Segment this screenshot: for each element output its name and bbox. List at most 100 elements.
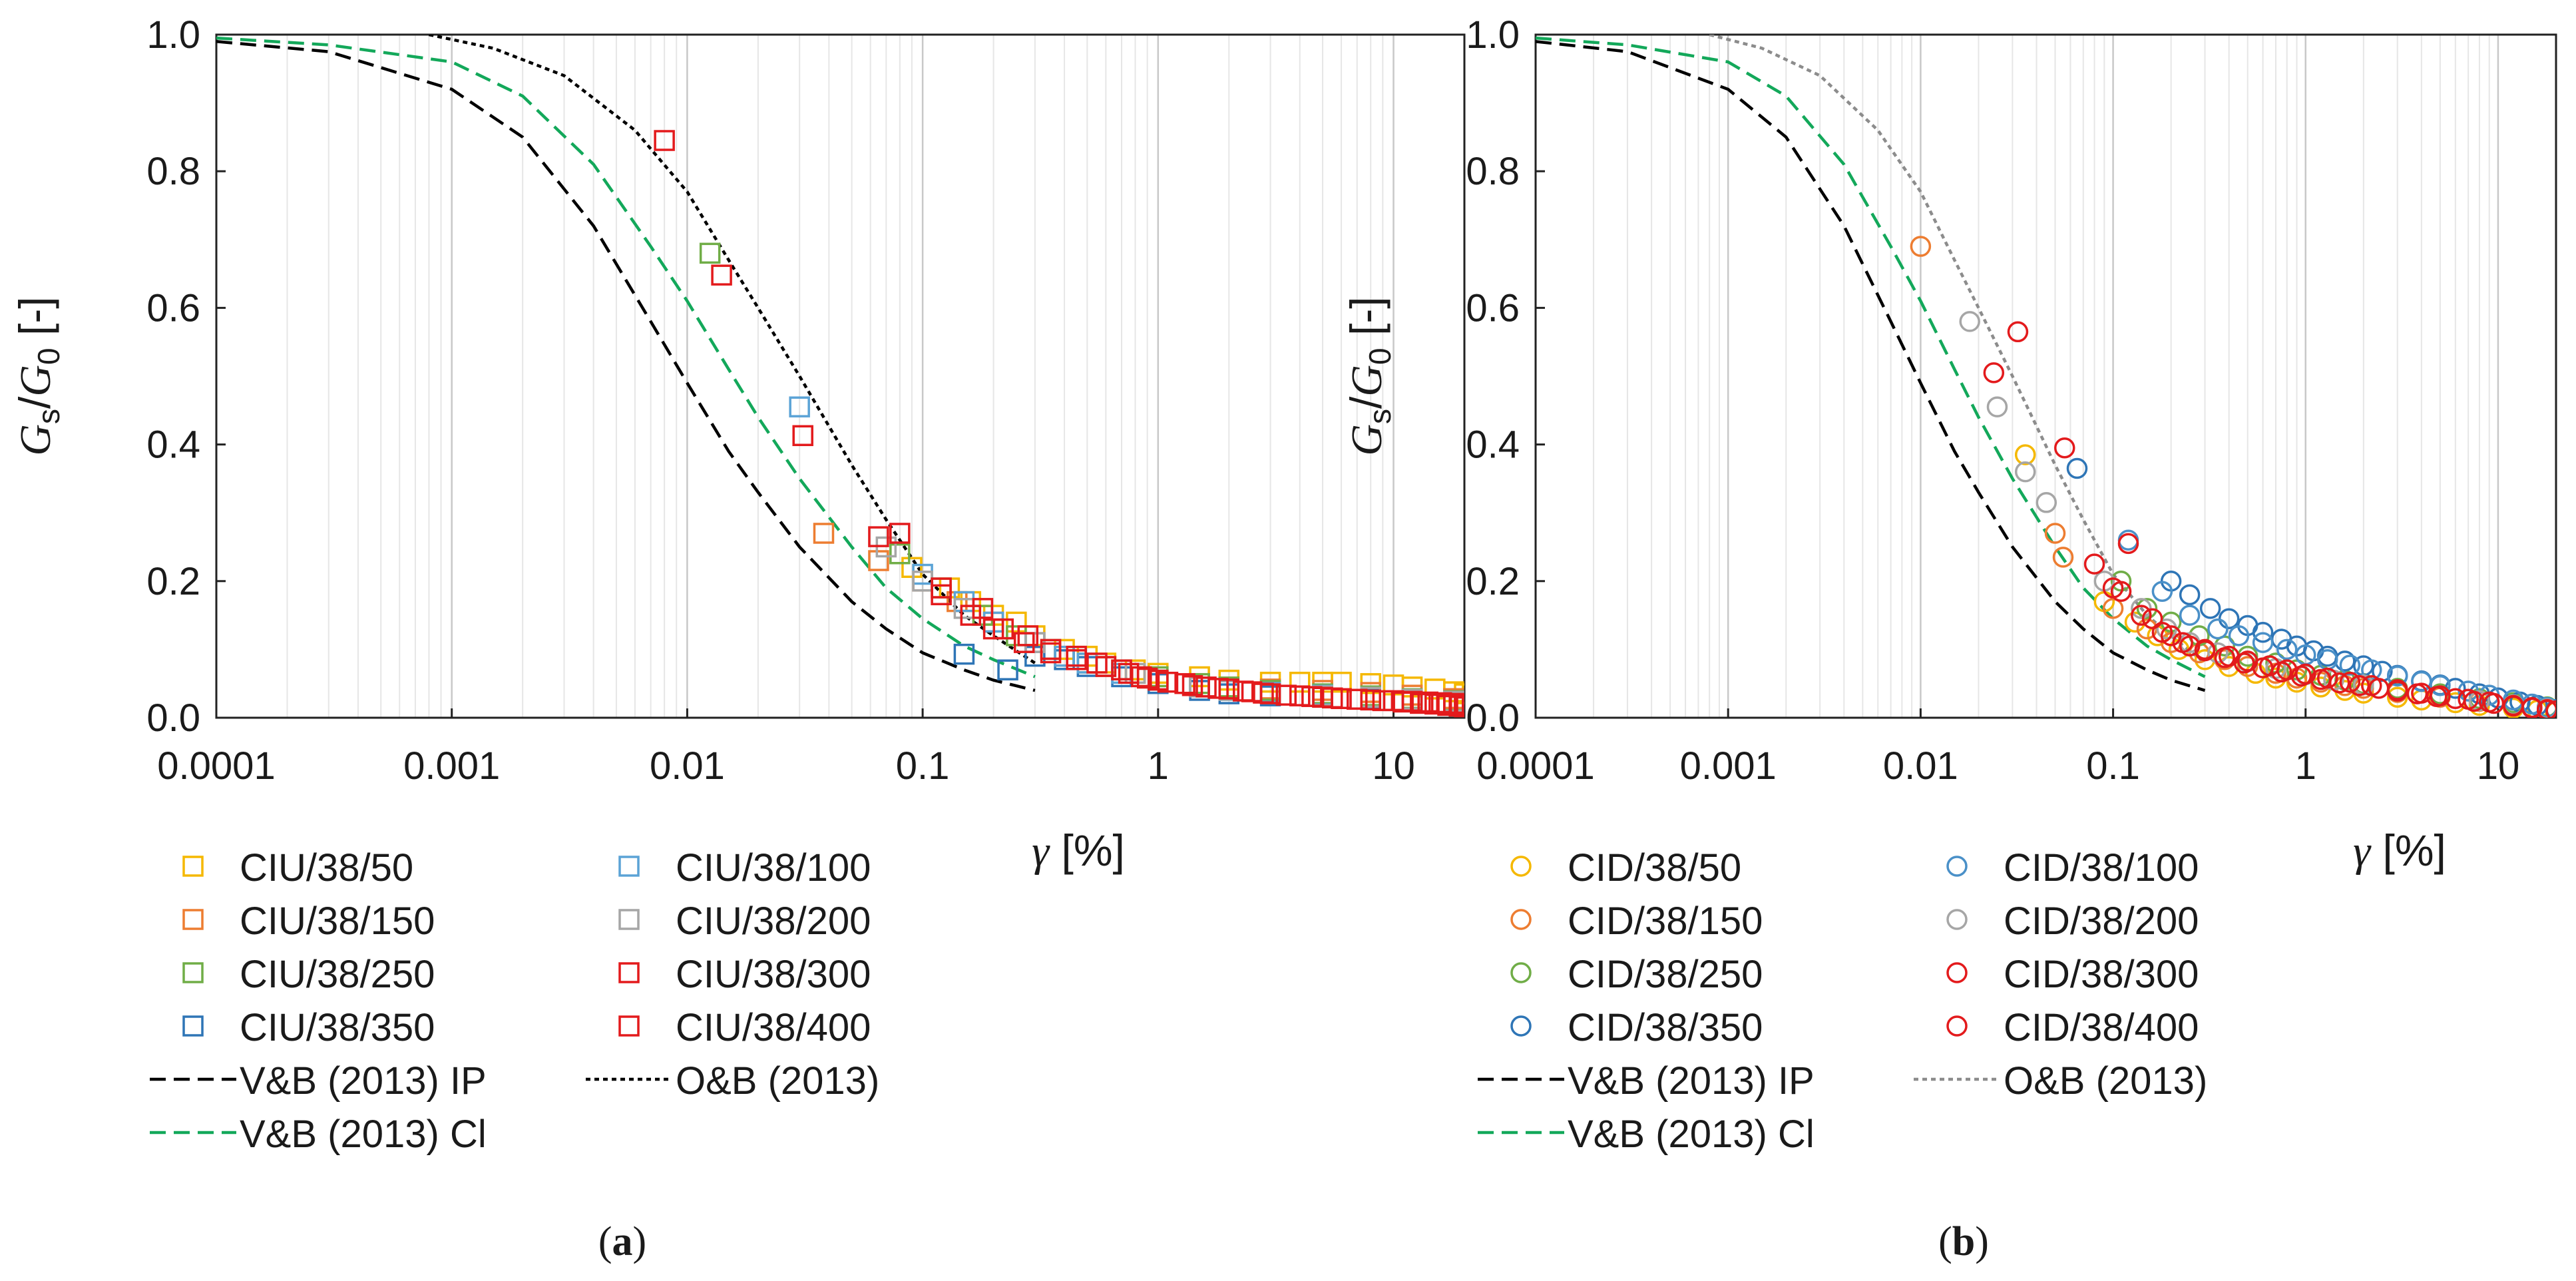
- data-point-cid-38-100: [2386, 665, 2408, 687]
- data-point-cid-38-400: [2110, 581, 2132, 602]
- legend-label: CID/38/250: [1568, 953, 1763, 996]
- data-point-cid-38-100: [2228, 625, 2250, 646]
- data-point-ciu-38-400: [1013, 632, 1035, 653]
- legend-swatch: [618, 909, 640, 930]
- plot-area: [216, 35, 1464, 718]
- legend-label: CIU/38/250: [240, 953, 435, 996]
- data-point-cid-38-300: [2160, 625, 2182, 646]
- x-axis-label: γ [%]: [2353, 826, 2446, 876]
- x-tick-label: 10: [2477, 744, 2520, 788]
- legend-entry-cid-38-200: CID/38/200: [1946, 899, 2199, 943]
- data-point-ciu-38-400: [1181, 675, 1203, 696]
- legend-label: CIU/38/50: [240, 846, 413, 890]
- legend-swatch: [182, 962, 204, 983]
- plot-area: [1536, 35, 2556, 718]
- legend-label: V&B (2013) Cl: [1568, 1113, 1815, 1156]
- legend-entry-ciu-38-100: CIU/38/100: [618, 846, 871, 890]
- plot-series-group: [216, 35, 1464, 718]
- y-axis-label-unit: [-]: [1341, 296, 1391, 336]
- legend-swatch: [182, 856, 204, 877]
- data-point-cid-38-400: [2545, 700, 2556, 718]
- data-point-ciu-38-350: [953, 643, 975, 665]
- data-point-cid-38-400: [2328, 672, 2350, 694]
- y-tick-label: 0.8: [146, 150, 200, 193]
- plot-frame: [215, 33, 1466, 719]
- y-axis-label-sub1: s: [1363, 409, 1397, 424]
- legend-entry-v-b-2013-ip: V&B (2013) IP: [150, 1059, 487, 1103]
- data-point-cid-38-400: [2386, 680, 2408, 702]
- data-point-cid-38-100: [2430, 675, 2451, 696]
- y-axis-label-unit: [-]: [10, 296, 59, 336]
- legend-label: CID/38/50: [1568, 846, 1741, 890]
- legend-entry-ciu-38-300: CIU/38/300: [618, 953, 871, 996]
- data-point-cid-38-200: [2036, 492, 2057, 513]
- y-axis-label: Gs/G0 [-]: [10, 296, 66, 455]
- legend-swatch: [618, 856, 640, 877]
- data-point-cid-38-400: [2290, 665, 2312, 687]
- x-tick-label: 1: [1148, 744, 1169, 788]
- x-tick-label: 10: [1372, 744, 1415, 788]
- data-point-ciu-38-350: [1024, 645, 1046, 667]
- caption-paren-close: ): [1975, 1219, 1989, 1264]
- y-axis-label-var2: G: [11, 365, 60, 397]
- series-line-v-b-2013-ip: [216, 40, 1036, 692]
- legend-entry-ciu-38-50: CIU/38/50: [182, 846, 413, 890]
- data-point-ciu-38-300: [889, 523, 911, 544]
- data-point-cid-38-150: [2052, 547, 2074, 568]
- data-point-ciu-38-300: [1417, 691, 1438, 713]
- series-line-o-b-2013: [428, 35, 1036, 664]
- data-point-cid-38-100: [2151, 581, 2173, 602]
- data-point-ciu-38-250: [889, 543, 911, 565]
- x-tick-label: 0.1: [896, 744, 950, 788]
- data-point-ciu-38-400: [960, 605, 982, 626]
- data-point-ciu-38-400: [1424, 693, 1446, 715]
- legend: CIU/38/50 CIU/38/150 CIU/38/250 CIU/38/350 C…: [150, 846, 879, 1156]
- data-point-cid-38-300: [2117, 533, 2139, 555]
- x-tick-label: 0.01: [650, 744, 725, 788]
- y-tick-label: 1.0: [146, 13, 200, 57]
- x-axis-label-unit: [%]: [1062, 826, 1125, 875]
- x-tick-label: 0.001: [403, 744, 500, 788]
- y-axis-label-var1: G: [11, 424, 60, 456]
- data-point-cid-38-400: [2406, 683, 2428, 704]
- y-axis-label-var1: G: [1343, 424, 1391, 456]
- y-axis-label-sub1: s: [31, 409, 66, 424]
- legend-label: V&B (2013) IP: [240, 1059, 487, 1103]
- series-line-v-b-2013-cl: [1536, 36, 2206, 678]
- panel-caption: (a): [598, 1219, 646, 1264]
- data-point-cid-38-400: [2194, 640, 2216, 662]
- legend-label: V&B (2013) Cl: [240, 1113, 487, 1156]
- data-point-cid-38-150: [1910, 236, 1932, 257]
- data-point-cid-38-100: [2207, 618, 2229, 640]
- data-point-ciu-38-400: [1157, 671, 1179, 693]
- data-point-cid-38-100: [2252, 632, 2274, 653]
- data-point-ciu-38-400: [1301, 686, 1323, 707]
- data-point-ciu-38-50: [1289, 671, 1311, 693]
- y-tick-label: 0.4: [146, 423, 200, 467]
- y-tick-label: 0.6: [146, 286, 200, 330]
- legend-entry-cid-38-350: CID/38/350: [1510, 1006, 1763, 1049]
- y-tick-label: 0.2: [1466, 560, 1520, 603]
- legend-swatch: [1946, 856, 1968, 877]
- x-axis-label: γ [%]: [1032, 826, 1125, 876]
- data-point-ciu-38-150: [813, 523, 835, 544]
- data-point-cid-38-200: [1986, 396, 2008, 417]
- legend-label: CIU/38/200: [676, 899, 871, 943]
- data-point-cid-38-50: [2014, 444, 2036, 465]
- data-point-cid-38-300: [2053, 437, 2075, 459]
- data-point-ciu-38-400: [1136, 667, 1158, 689]
- legend-swatch: [182, 909, 204, 930]
- y-axis-label-space: [1341, 336, 1391, 348]
- legend-entry-cid-38-400: CID/38/400: [1946, 1006, 2199, 1049]
- data-point-ciu-38-300: [1195, 676, 1217, 698]
- data-point-ciu-38-300: [1360, 689, 1381, 711]
- legend-entry-cid-38-250: CID/38/250: [1510, 953, 1763, 996]
- series-line-o-b-2013: [1709, 35, 2206, 664]
- data-point-ciu-38-400: [1372, 690, 1394, 712]
- legend-swatch: [1510, 909, 1532, 930]
- legend-label: CIU/38/350: [240, 1006, 435, 1049]
- legend-label: CID/38/150: [1568, 899, 1763, 943]
- panel-caption: (b): [1938, 1219, 1989, 1264]
- plot-series-group: [1536, 35, 2556, 718]
